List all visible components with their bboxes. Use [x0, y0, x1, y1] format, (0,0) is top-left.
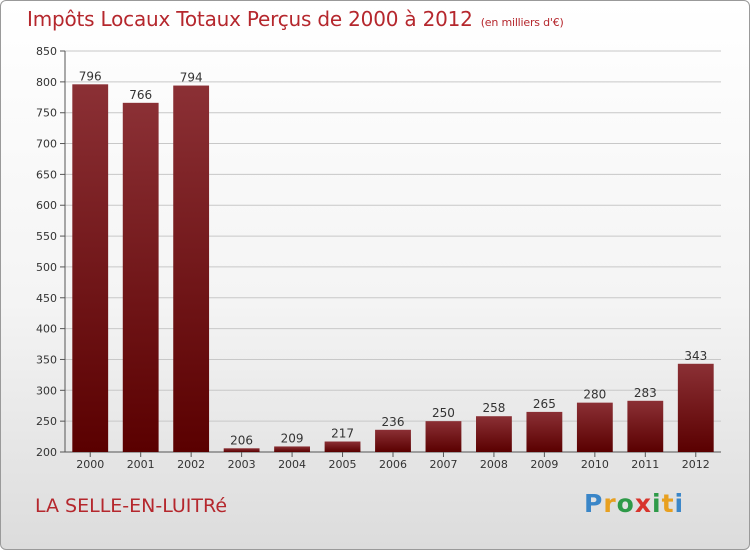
logo-letter: P [584, 489, 604, 518]
bar-2004 [274, 446, 310, 452]
logo-letter: o [616, 489, 635, 518]
logo-letter: t [661, 489, 675, 518]
value-label-2003: 206 [230, 433, 253, 447]
y-tick-label: 850 [36, 45, 57, 58]
x-tick-label-2004: 2004 [278, 458, 306, 471]
bar-2009 [526, 411, 563, 452]
x-tick-label-2006: 2006 [379, 458, 407, 471]
chart-title: Impôts Locaux Totaux Perçus de 2000 à 20… [27, 7, 564, 31]
commune-name: LA SELLE-EN-LUITRé [35, 495, 228, 517]
y-tick-label: 800 [36, 76, 57, 89]
value-label-2004: 209 [281, 431, 304, 445]
y-tick-label: 550 [36, 230, 57, 243]
value-label-2009: 265 [533, 397, 556, 411]
value-label-2008: 258 [482, 401, 505, 415]
chart-subtitle: (en milliers d'€) [480, 16, 564, 29]
y-tick-label: 300 [36, 384, 57, 397]
bar-2002 [173, 85, 210, 452]
y-tick-label: 650 [36, 168, 57, 181]
y-tick-label: 250 [36, 415, 57, 428]
y-tick-label: 450 [36, 292, 57, 305]
x-tick-label-2007: 2007 [429, 458, 457, 471]
x-tick-label-2003: 2003 [228, 458, 256, 471]
value-label-2001: 766 [129, 88, 152, 102]
y-tick-label: 200 [36, 446, 57, 459]
value-label-2007: 250 [432, 406, 455, 420]
bar-2006 [375, 429, 411, 452]
proxiti-logo: Proxiti [584, 489, 684, 518]
value-label-2005: 217 [331, 427, 354, 441]
logo-letter: r [603, 489, 617, 518]
logo-letter: x [634, 489, 652, 518]
logo-letter: i [674, 489, 685, 518]
x-tick-label-2012: 2012 [682, 458, 710, 471]
y-tick-label: 400 [36, 323, 57, 336]
y-tick-label: 600 [36, 199, 57, 212]
bar-2008 [476, 416, 512, 452]
value-label-2006: 236 [382, 415, 405, 429]
chart-title-text: Impôts Locaux Totaux Perçus de 2000 à 20… [27, 7, 473, 31]
x-tick-label-2005: 2005 [329, 458, 357, 471]
y-tick-label: 500 [36, 261, 57, 274]
x-tick-label-2010: 2010 [581, 458, 609, 471]
y-tick-label: 750 [36, 107, 57, 120]
value-label-2000: 796 [79, 69, 102, 83]
bar-2007 [425, 421, 462, 452]
value-label-2010: 280 [583, 388, 606, 402]
x-tick-label-2009: 2009 [530, 458, 558, 471]
bar-2010 [576, 402, 613, 452]
x-tick-label-2001: 2001 [127, 458, 155, 471]
bar-2012 [677, 363, 714, 452]
value-label-2002: 794 [180, 71, 203, 85]
x-tick-label-2011: 2011 [631, 458, 659, 471]
y-tick-label: 350 [36, 353, 57, 366]
bar-2000 [72, 84, 109, 452]
x-tick-label-2000: 2000 [76, 458, 104, 471]
bar-2011 [627, 400, 664, 452]
bar-2005 [324, 441, 361, 452]
bar-2001 [122, 102, 159, 453]
value-label-2012: 343 [684, 349, 707, 363]
value-label-2011: 283 [634, 386, 657, 400]
bar-2003 [223, 448, 260, 452]
y-tick-label: 700 [36, 138, 57, 151]
x-tick-label-2008: 2008 [480, 458, 508, 471]
x-tick-label-2002: 2002 [177, 458, 205, 471]
logo-letter: i [652, 489, 662, 518]
